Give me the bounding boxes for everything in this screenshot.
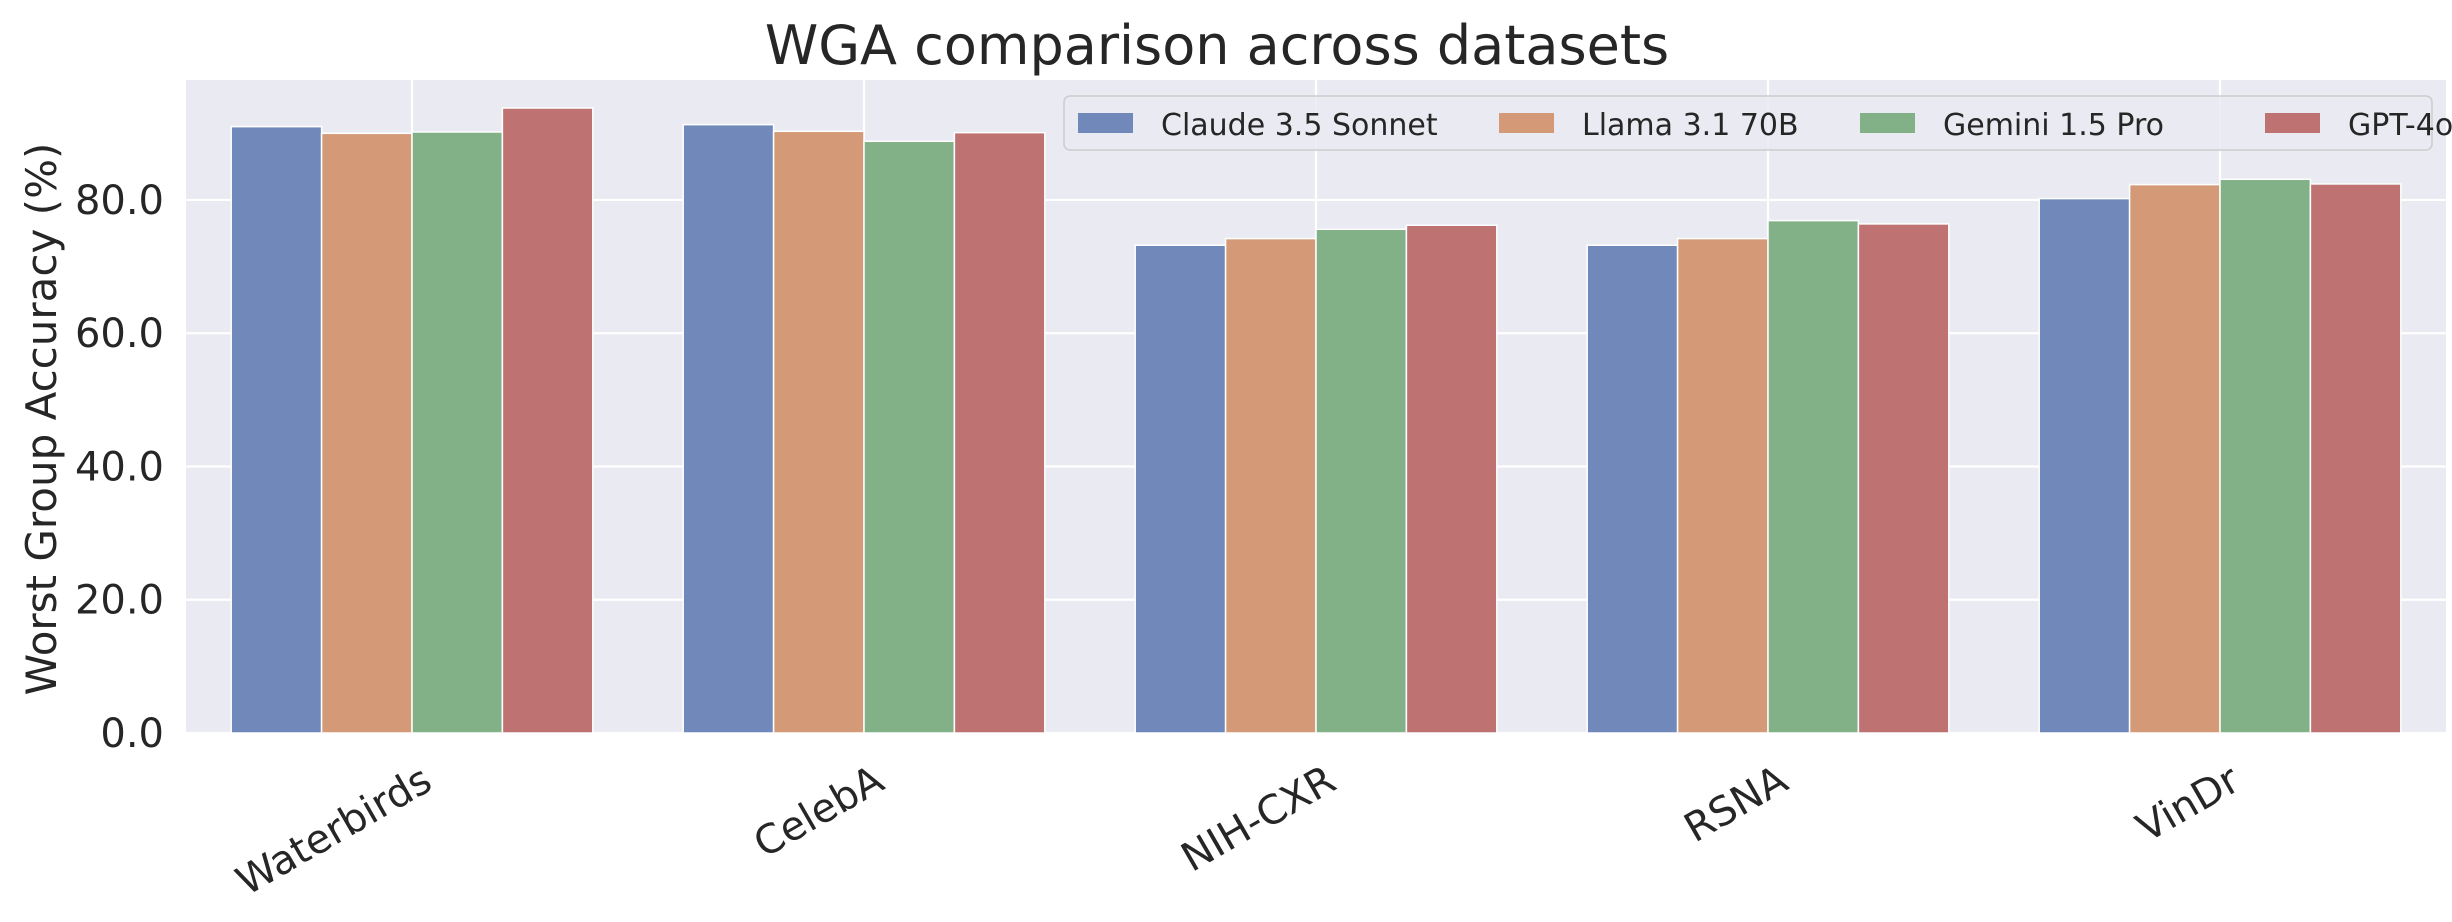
chart-title: WGA comparison across datasets: [765, 14, 1669, 77]
y-tick-label: 40.0: [75, 444, 164, 490]
bar: [1405, 224, 1498, 734]
legend-label: Gemini 1.5 Pro: [1943, 108, 2164, 143]
bar: [1676, 237, 1769, 734]
bar: [2128, 183, 2221, 734]
bar: [411, 131, 504, 734]
legend-item: GPT-4o: [2265, 108, 2452, 143]
y-tick-label: 0.0: [100, 711, 164, 757]
bars: [230, 107, 2402, 734]
bar: [863, 140, 956, 734]
x-tick-label: CelebA: [746, 756, 892, 867]
bar: [2309, 183, 2402, 734]
bar: [501, 107, 594, 734]
y-axis-label: Worst Group Accuracy (%): [17, 143, 66, 696]
bar: [682, 123, 775, 734]
legend-swatch: [1499, 113, 1554, 133]
bar: [2038, 197, 2131, 734]
bar: [772, 130, 865, 734]
x-tick-labels: Waterbirds CelebA NIH-CXR RSNA VinDr: [229, 756, 2248, 905]
legend: Claude 3.5 Sonnet Llama 3.1 70B Gemini 1.5…: [1063, 95, 2452, 151]
x-tick-label: VinDr: [2129, 756, 2248, 851]
legend-swatch: [2265, 113, 2320, 133]
legend-item: Claude 3.5 Sonnet: [1078, 108, 1438, 143]
bar: [1767, 219, 1860, 734]
bar: [2219, 178, 2312, 734]
bar: [1857, 223, 1950, 734]
y-tick-labels: 0.0 20.0 40.0 60.0 80.0: [75, 178, 164, 757]
y-tick-label: 60.0: [75, 311, 164, 357]
legend-frame: [1063, 95, 2433, 151]
legend-item: Gemini 1.5 Pro: [1860, 108, 2164, 143]
legend-label: Claude 3.5 Sonnet: [1161, 108, 1438, 143]
y-tick-label: 80.0: [75, 178, 164, 224]
bar: [1224, 237, 1317, 734]
bar: [230, 125, 323, 734]
bar: [1134, 244, 1227, 734]
x-tick-label: NIH-CXR: [1174, 757, 1344, 882]
legend-label: Llama 3.1 70B: [1582, 108, 1799, 143]
bar: [1315, 228, 1408, 734]
legend-swatch: [1078, 113, 1133, 133]
y-tick-label: 20.0: [75, 578, 164, 624]
legend-item: Llama 3.1 70B: [1499, 108, 1799, 143]
x-tick-label: Waterbirds: [229, 757, 440, 905]
bar: [953, 131, 1046, 734]
bar: [320, 132, 413, 734]
bar: [1586, 244, 1679, 734]
legend-label: GPT-4o: [2348, 108, 2452, 143]
legend-swatch: [1860, 113, 1915, 133]
x-tick-label: RSNA: [1677, 756, 1796, 851]
